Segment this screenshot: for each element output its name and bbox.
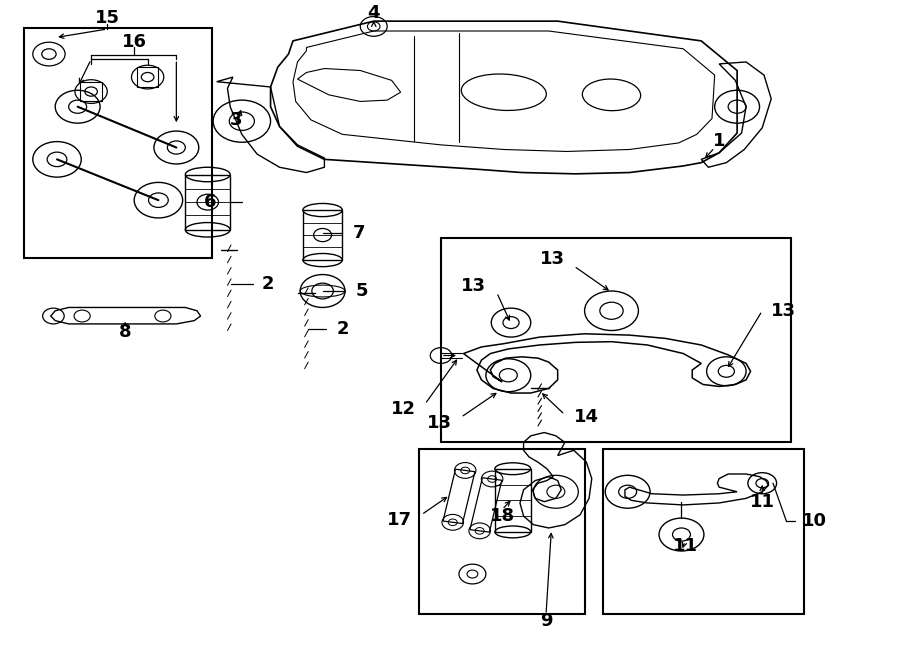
Text: 6: 6 [204, 193, 217, 211]
Text: 10: 10 [802, 512, 827, 530]
Text: 9: 9 [540, 613, 553, 631]
Text: 13: 13 [771, 302, 796, 320]
Text: 8: 8 [119, 323, 131, 341]
Bar [418, 449, 585, 613]
Text: 5: 5 [356, 282, 368, 300]
Text: 14: 14 [574, 408, 599, 426]
Text: 15: 15 [94, 9, 120, 27]
Text: 11: 11 [672, 537, 698, 555]
Bar [23, 28, 212, 258]
Text: 18: 18 [490, 507, 515, 525]
Text: 11: 11 [750, 492, 775, 511]
Bar [602, 449, 805, 613]
Text: 4: 4 [367, 4, 380, 22]
Text: 3: 3 [230, 111, 243, 129]
Text: 13: 13 [540, 251, 565, 268]
Text: 13: 13 [461, 277, 486, 295]
Bar [303, 210, 342, 260]
Text: 13: 13 [427, 414, 452, 432]
Text: 17: 17 [387, 511, 412, 529]
Text: 2: 2 [262, 276, 274, 293]
Bar [495, 469, 531, 532]
Bar [441, 239, 791, 442]
Text: 2: 2 [337, 320, 349, 338]
Text: 16: 16 [122, 33, 147, 51]
Text: 7: 7 [353, 224, 365, 242]
Text: 12: 12 [391, 401, 416, 418]
Bar [185, 175, 230, 230]
Text: 1: 1 [713, 132, 725, 150]
